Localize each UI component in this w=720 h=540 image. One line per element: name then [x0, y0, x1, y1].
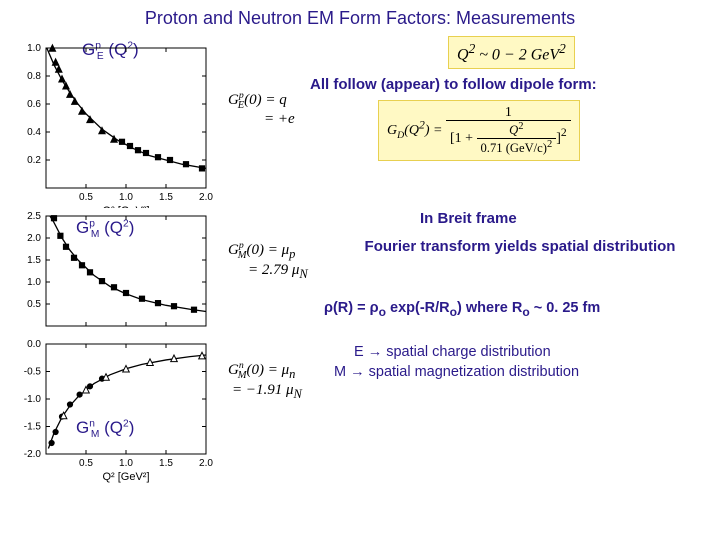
svg-text:1.5: 1.5 [159, 458, 173, 469]
svg-text:1.0: 1.0 [119, 458, 133, 469]
svg-text:1.0: 1.0 [119, 192, 133, 203]
svg-text:-0.5: -0.5 [24, 367, 42, 378]
svg-text:1.5: 1.5 [27, 255, 41, 266]
svg-text:0.2: 0.2 [27, 155, 41, 166]
dipole-intro: All follow (appear) to follow dipole for… [310, 76, 597, 93]
breit-frame: In Breit frame [420, 210, 517, 227]
svg-text:Q² [GeV²]: Q² [GeV²] [102, 205, 149, 208]
m-dist: M → spatial magnetization distribution [334, 364, 579, 380]
gpm0: GpM(0) = μp = 2.79 μN [228, 240, 308, 282]
chart-gpm: 0.5 1.0 1.5 2.0 2.5 [6, 206, 221, 336]
svg-text:2.0: 2.0 [27, 233, 41, 244]
svg-text:0.4: 0.4 [27, 127, 41, 138]
svg-text:-1.5: -1.5 [24, 422, 42, 433]
rho-eq: ρ(R) = ρo exp(-R/Ro) where Ro ~ 0. 25 fm [324, 300, 600, 319]
q2-range: Q2 ~ 0 − 2 GeV2 [448, 36, 575, 69]
svg-text:0.0: 0.0 [27, 339, 41, 350]
svg-text:1.0: 1.0 [27, 43, 41, 54]
chart-gnm: -2.0 -1.5 -1.0 -0.5 0.0 0.5 1.0 1.5 2.0 Q² [GeV²] [6, 334, 221, 494]
svg-text:2.0: 2.0 [199, 458, 213, 469]
svg-text:0.8: 0.8 [27, 71, 41, 82]
page-title: Proton and Neutron EM Form Factors: Meas… [8, 8, 712, 29]
svg-text:Q² [GeV²]: Q² [GeV²] [102, 471, 149, 483]
gpe0: GpE(0) = q = +e [228, 90, 295, 128]
svg-text:0.6: 0.6 [27, 99, 41, 110]
svg-text:2.0: 2.0 [199, 192, 213, 203]
dipole-formula: GD(Q2) = 1 [1 + Q20.71 (GeV/c)2]2 [378, 100, 580, 161]
svg-text:0.5: 0.5 [79, 192, 93, 203]
svg-text:1.0: 1.0 [27, 277, 41, 288]
svg-text:0.5: 0.5 [27, 299, 41, 310]
chart-gpe: 0.2 0.4 0.6 0.8 1.0 0.5 1.0 1.5 2.0 Q² [GeV²] [6, 38, 221, 208]
svg-text:2.5: 2.5 [27, 211, 41, 222]
fourier-text: Fourier transform yields spatial distrib… [360, 238, 680, 255]
gnm0: GnM(0) = μn = −1.91 μN [228, 360, 302, 402]
e-dist: E → spatial charge distribution [354, 344, 551, 360]
svg-text:-2.0: -2.0 [24, 449, 42, 460]
svg-text:0.5: 0.5 [79, 458, 93, 469]
svg-text:-1.0: -1.0 [24, 394, 42, 405]
svg-text:1.5: 1.5 [159, 192, 173, 203]
charts-container: 0.2 0.4 0.6 0.8 1.0 0.5 1.0 1.5 2.0 Q² [GeV²] 0.5… [6, 38, 221, 494]
